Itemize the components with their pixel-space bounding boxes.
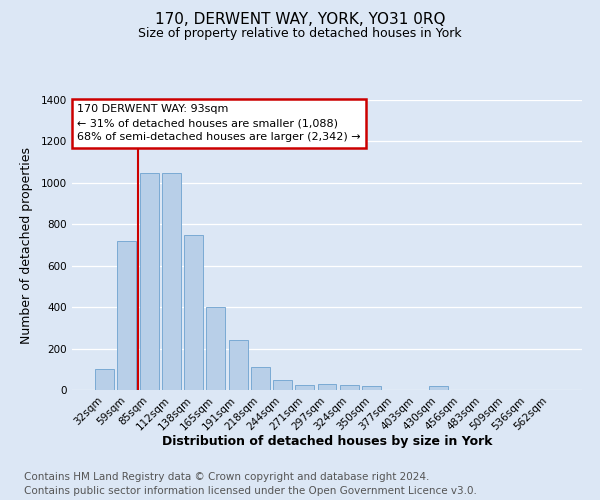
Y-axis label: Number of detached properties: Number of detached properties — [20, 146, 32, 344]
Bar — [140, 172, 158, 390]
Bar — [184, 234, 203, 390]
Bar — [362, 386, 381, 390]
Bar — [118, 241, 136, 390]
Text: Distribution of detached houses by size in York: Distribution of detached houses by size … — [162, 435, 492, 448]
Text: Size of property relative to detached houses in York: Size of property relative to detached ho… — [138, 28, 462, 40]
Text: Contains public sector information licensed under the Open Government Licence v3: Contains public sector information licen… — [24, 486, 477, 496]
Bar — [162, 172, 181, 390]
Bar — [273, 380, 292, 390]
Bar — [229, 340, 248, 390]
Bar — [340, 385, 359, 390]
Bar — [317, 384, 337, 390]
Bar — [429, 386, 448, 390]
Text: 170, DERWENT WAY, YORK, YO31 0RQ: 170, DERWENT WAY, YORK, YO31 0RQ — [155, 12, 445, 28]
Bar — [251, 367, 270, 390]
Bar — [95, 370, 114, 390]
Text: 170 DERWENT WAY: 93sqm
← 31% of detached houses are smaller (1,088)
68% of semi-: 170 DERWENT WAY: 93sqm ← 31% of detached… — [77, 104, 361, 142]
Bar — [206, 307, 225, 390]
Text: Contains HM Land Registry data © Crown copyright and database right 2024.: Contains HM Land Registry data © Crown c… — [24, 472, 430, 482]
Bar — [295, 385, 314, 390]
